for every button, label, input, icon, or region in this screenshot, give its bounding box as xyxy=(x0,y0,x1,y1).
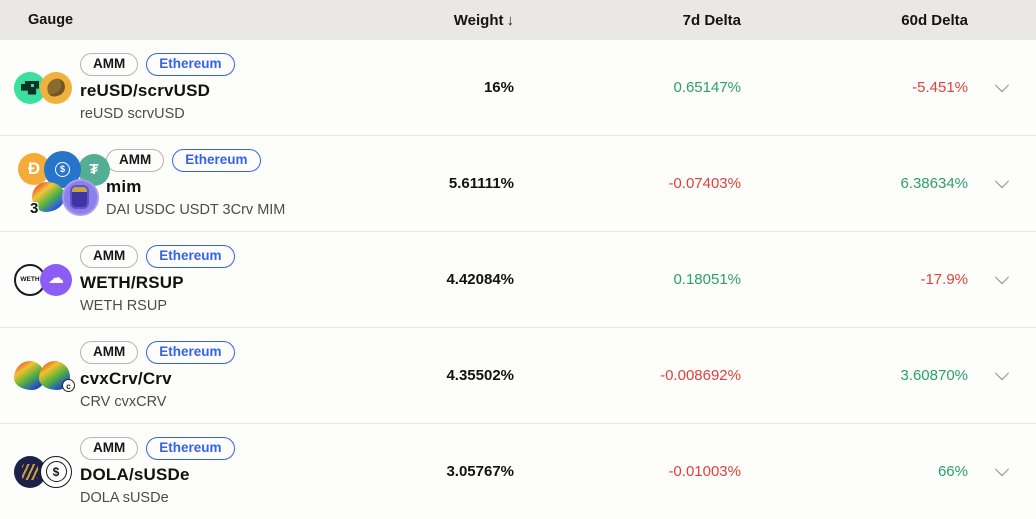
convex-badge-icon: c xyxy=(62,379,75,392)
weight-value: 4.35502% xyxy=(446,367,514,384)
cvxcrv-icon: c xyxy=(39,361,75,392)
token-icons: c xyxy=(14,361,80,392)
tag-list: AMM Ethereum xyxy=(80,52,235,77)
pool-tokens: reUSD scrvUSD xyxy=(80,106,185,123)
delta-7d-value: -0.01003% xyxy=(668,463,741,480)
table-row[interactable]: Ð $ ₮ 3 AMM Ethereum mim DAI USDC USDT 3Crv … xyxy=(0,136,1036,232)
column-header-weight[interactable]: Weight ↓ xyxy=(453,11,515,29)
delta-7d-value: 0.18051% xyxy=(673,271,741,288)
column-header-gauge: Gauge xyxy=(28,12,74,28)
token-icons: Ð $ ₮ 3 xyxy=(14,150,110,217)
token-icons: WETH ☁ xyxy=(14,263,80,296)
amm-tag: AMM xyxy=(80,340,139,365)
3crv-icon: 3 xyxy=(30,181,65,217)
ethereum-tag: Ethereum xyxy=(172,148,261,173)
tag-list: AMM Ethereum xyxy=(80,436,235,461)
token-icons xyxy=(14,71,80,104)
pool-tokens: WETH RSUP xyxy=(80,298,167,315)
delta-7d-value: -0.07403% xyxy=(668,175,741,192)
weight-value: 16% xyxy=(483,79,514,96)
chevron-down-icon[interactable] xyxy=(988,170,1016,198)
pool-tokens: DAI USDC USDT 3Crv MIM xyxy=(106,202,286,219)
tag-list: AMM Ethereum xyxy=(106,148,285,173)
delta-7d-value: 0.65147% xyxy=(673,79,741,96)
delta-60d-value: 3.60870% xyxy=(900,367,968,384)
chevron-down-icon[interactable] xyxy=(988,266,1016,294)
ethereum-tag: Ethereum xyxy=(146,52,235,77)
rsup-icon: ☁ xyxy=(40,263,72,296)
ethereum-tag: Ethereum xyxy=(146,340,235,365)
pool-name: DOLA/sUSDe xyxy=(80,465,190,485)
tag-list: AMM Ethereum xyxy=(80,340,235,365)
susde-icon: $ xyxy=(40,455,72,488)
amm-tag: AMM xyxy=(80,52,139,77)
table-row[interactable]: $ AMM Ethereum DOLA/sUSDe DOLA sUSDe 3.05… xyxy=(0,424,1036,519)
gauge-table-body: AMM Ethereum reUSD/scrvUSD reUSD scrvUSD … xyxy=(0,40,1036,519)
delta-60d-value: -17.9% xyxy=(920,271,968,288)
chevron-down-icon[interactable] xyxy=(988,74,1016,102)
ethereum-tag: Ethereum xyxy=(146,436,235,461)
delta-60d-value: 66% xyxy=(937,463,968,480)
pool-tokens: CRV cvxCRV xyxy=(80,394,167,411)
weight-value: 4.42084% xyxy=(446,271,514,288)
delta-60d-value: 6.38634% xyxy=(900,175,968,192)
chevron-down-icon[interactable] xyxy=(988,458,1016,486)
pool-tokens: DOLA sUSDe xyxy=(80,490,169,507)
table-row[interactable]: WETH ☁ AMM Ethereum WETH/RSUP WETH RSUP 4.… xyxy=(0,232,1036,328)
column-header-60d-delta: 60d Delta xyxy=(901,11,968,29)
mim-icon xyxy=(62,178,99,216)
amm-tag: AMM xyxy=(80,436,139,461)
amm-tag: AMM xyxy=(106,148,165,173)
sort-descending-icon[interactable]: ↓ xyxy=(506,11,515,29)
weight-value: 3.05767% xyxy=(446,463,514,480)
pool-name: mim xyxy=(106,177,142,197)
tag-list: AMM Ethereum xyxy=(80,244,235,269)
ethereum-tag: Ethereum xyxy=(146,244,235,269)
table-row[interactable]: c AMM Ethereum cvxCrv/Crv CRV cvxCRV 4.35… xyxy=(0,328,1036,424)
pool-name: WETH/RSUP xyxy=(80,273,184,293)
weight-value: 5.61111% xyxy=(448,175,514,192)
scrvusd-icon xyxy=(40,71,72,104)
delta-60d-value: -5.451% xyxy=(912,79,968,96)
weth-icon: WETH xyxy=(14,263,46,296)
pool-name: reUSD/scrvUSD xyxy=(80,81,211,101)
amm-tag: AMM xyxy=(80,244,139,269)
column-header-7d-delta: 7d Delta xyxy=(682,11,741,29)
token-icons: $ xyxy=(14,455,80,488)
chevron-down-icon[interactable] xyxy=(988,362,1016,390)
delta-7d-value: -0.008692% xyxy=(660,367,741,384)
table-row[interactable]: AMM Ethereum reUSD/scrvUSD reUSD scrvUSD … xyxy=(0,40,1036,136)
table-header: Gauge Weight ↓ 7d Delta 60d Delta xyxy=(0,0,1036,40)
pool-name: cvxCrv/Crv xyxy=(80,369,172,389)
